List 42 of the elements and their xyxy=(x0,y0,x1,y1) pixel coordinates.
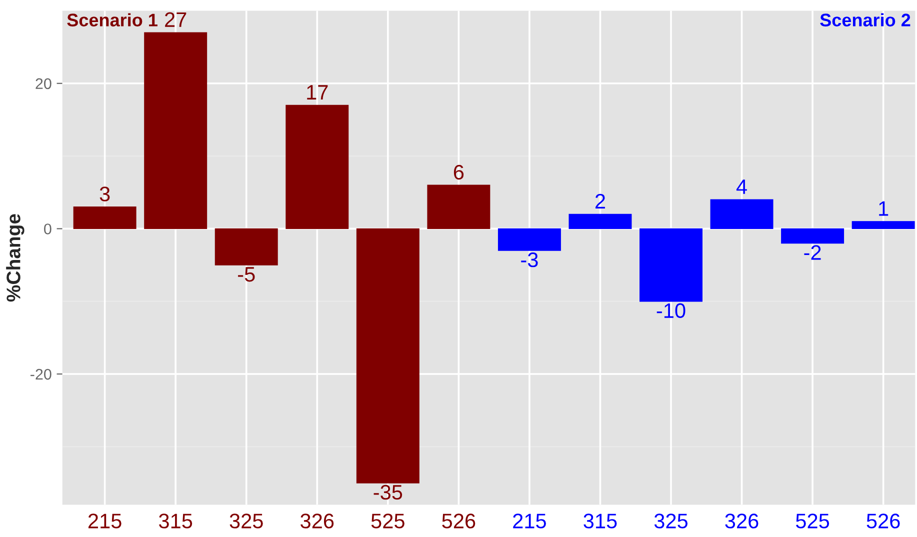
y-tick-label: 20 xyxy=(36,78,52,90)
y-axis-title: %Change xyxy=(6,214,24,302)
x-tick-label: 526 xyxy=(866,514,900,528)
data-label: 4 xyxy=(736,180,747,194)
data-label: -5 xyxy=(238,267,255,282)
bar xyxy=(568,214,632,230)
x-tick-label: 525 xyxy=(371,514,404,528)
bar xyxy=(144,32,208,230)
bar xyxy=(710,199,774,230)
data-label: 3 xyxy=(100,186,110,202)
data-label: -35 xyxy=(374,484,402,500)
data-label: 17 xyxy=(307,85,328,100)
x-tick-label: 215 xyxy=(513,514,546,528)
bar xyxy=(286,104,349,230)
data-label: -10 xyxy=(656,303,686,318)
bar xyxy=(427,184,490,230)
data-label: 2 xyxy=(595,194,605,208)
data-label: 6 xyxy=(454,164,464,180)
y-tick-label: 0 xyxy=(44,224,52,234)
x-tick-label: 315 xyxy=(159,514,192,528)
y-tick-label: -20 xyxy=(30,368,52,380)
x-tick-label: 315 xyxy=(584,514,617,528)
data-label: 27 xyxy=(165,12,186,27)
x-tick-label: 526 xyxy=(442,514,476,528)
bar xyxy=(214,228,278,266)
bar xyxy=(73,206,136,230)
bar xyxy=(498,228,561,251)
data-label: -2 xyxy=(804,245,821,260)
bar xyxy=(781,228,844,244)
annotation: Scenario 1 xyxy=(67,13,158,26)
data-label: 1 xyxy=(879,201,888,216)
bar xyxy=(356,228,420,484)
bar xyxy=(640,228,702,302)
x-tick-label: 325 xyxy=(654,514,688,528)
x-tick-label: 215 xyxy=(88,514,122,528)
data-label: -3 xyxy=(521,252,538,268)
x-tick-label: 325 xyxy=(230,514,263,528)
x-tick-label: 525 xyxy=(796,514,830,528)
bar xyxy=(852,221,915,230)
x-tick-label: 326 xyxy=(725,514,758,528)
annotation: Scenario 2 xyxy=(820,13,910,26)
x-tick-label: 326 xyxy=(300,514,334,528)
